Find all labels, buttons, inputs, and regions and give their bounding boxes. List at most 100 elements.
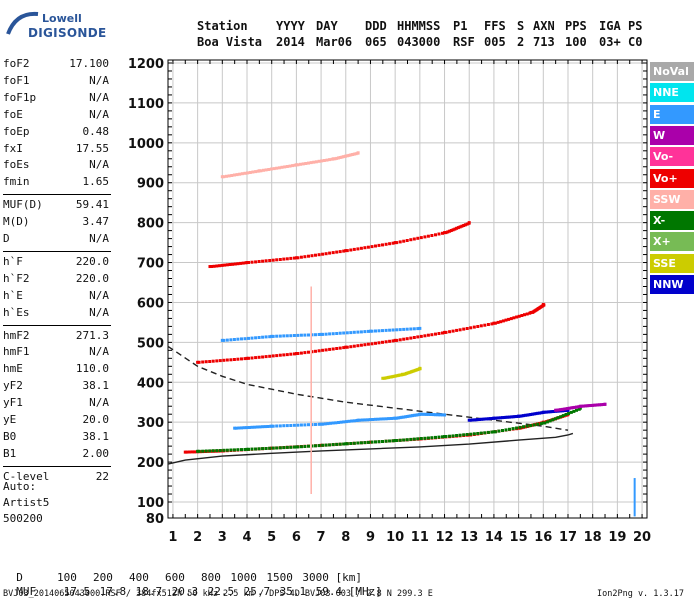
echo-mark: [304, 162, 308, 165]
echo-mark: [338, 346, 342, 350]
echo-mark: [428, 413, 432, 416]
echo-mark: [546, 410, 550, 414]
echo-mark: [532, 412, 536, 416]
echo-mark: [303, 445, 307, 448]
autoscaling-label: Auto: Artist5 500200: [3, 480, 49, 525]
param-value: 1.65: [82, 175, 110, 189]
echo-mark: [463, 223, 467, 227]
echo-mark: [292, 445, 296, 449]
echo-mark: [255, 425, 259, 429]
echo-mark: [345, 249, 349, 253]
echo-point: [393, 439, 397, 443]
echo-mark: [388, 242, 392, 246]
echo-mark: [497, 416, 501, 420]
y-tick-label: 300: [137, 416, 164, 431]
echo-point: [220, 338, 224, 342]
echo-mark: [299, 162, 302, 166]
distance-value: 1500: [266, 571, 293, 584]
echo-mark: [402, 415, 406, 419]
echo-mark: [314, 423, 317, 426]
echo-mark: [439, 413, 443, 417]
echo-mark: [324, 348, 328, 352]
echo-mark: [404, 415, 407, 419]
param-value: 271.3: [75, 328, 109, 342]
echo-point: [294, 445, 298, 449]
param-row: hmE 110.0: [3, 361, 109, 378]
x-tick-label: 6: [292, 530, 301, 545]
echo-mark: [317, 349, 321, 353]
echo-mark: [496, 320, 500, 324]
echo-mark: [374, 329, 377, 333]
echo-mark: [590, 403, 594, 407]
echo-mark: [520, 314, 524, 317]
legend-item: Vo-: [650, 147, 694, 167]
echo-mark: [391, 339, 395, 343]
echo-mark: [282, 257, 286, 261]
param-label: foEp: [3, 124, 30, 138]
echo-mark: [257, 447, 261, 451]
echo-mark: [301, 162, 305, 166]
echo-mark: [323, 422, 327, 426]
echo-mark: [472, 432, 476, 436]
header-value: 065: [365, 35, 387, 49]
echo-mark: [381, 243, 384, 247]
echo-mark: [441, 435, 444, 439]
echo-point: [443, 231, 447, 235]
echo-mark: [400, 415, 404, 419]
echo-mark: [299, 445, 303, 449]
echo-mark: [405, 438, 409, 442]
param-separator: [3, 194, 111, 196]
echo-mark: [331, 443, 335, 447]
echo-mark: [321, 443, 325, 447]
echo-point: [443, 330, 447, 334]
echo-mark: [278, 334, 282, 338]
echo-mark: [462, 327, 466, 331]
x-tick-label: 10: [386, 530, 404, 545]
muf-value: 17.5: [63, 585, 91, 598]
echo-mark: [486, 323, 490, 326]
echo-mark: [486, 417, 490, 421]
echo-mark: [520, 414, 524, 418]
echo-mark: [331, 332, 335, 336]
echo-point: [492, 321, 496, 325]
echo-point: [467, 418, 471, 422]
echo-mark: [497, 429, 501, 433]
echo-mark: [232, 448, 236, 452]
echo-mark: [425, 412, 429, 416]
echo-mark: [232, 338, 236, 341]
muf-value: 22.5: [207, 585, 235, 598]
echo-mark: [267, 168, 271, 171]
param-label: yF1: [3, 396, 23, 410]
echo-mark: [509, 415, 513, 419]
echo-mark: [349, 345, 353, 349]
echo-mark: [564, 407, 568, 411]
echo-mark: [387, 417, 391, 421]
echo-mark: [296, 445, 300, 449]
echo-mark: [275, 166, 279, 170]
echo-mark: [299, 333, 303, 337]
echo-mark: [531, 412, 534, 416]
echo-mark: [280, 165, 284, 169]
echo-mark: [225, 448, 229, 452]
echo-mark: [366, 245, 370, 249]
echo-mark: [377, 341, 381, 345]
param-separator: [3, 465, 111, 467]
echo-mark: [594, 403, 598, 407]
echo-mark: [441, 331, 444, 335]
echo-mark: [314, 333, 317, 337]
echo-mark: [352, 419, 356, 423]
echo-mark: [465, 327, 469, 330]
y-tick-label: 80: [146, 512, 164, 527]
echo-mark: [589, 404, 593, 407]
echo-mark: [314, 444, 317, 448]
param-row: foEs N/A: [3, 157, 109, 174]
echo-mark: [201, 449, 205, 453]
echo-mark: [522, 414, 526, 418]
echo-mark: [261, 259, 265, 263]
echo-mark: [515, 415, 519, 418]
echo-point: [443, 435, 447, 439]
echo-mark: [243, 448, 247, 451]
echo-mark: [412, 336, 416, 339]
echo-mark: [296, 352, 300, 355]
echo-mark: [238, 172, 242, 176]
